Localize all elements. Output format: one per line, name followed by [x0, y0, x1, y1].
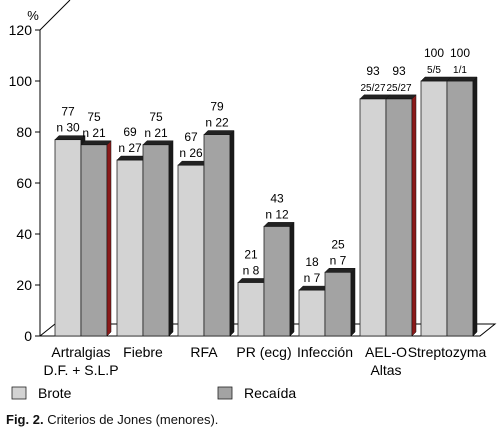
- bar-top: [80, 140, 112, 145]
- bar-brote: [420, 80, 448, 337]
- y-tick-label: 60: [16, 175, 32, 191]
- y-axis-unit: %: [27, 8, 39, 23]
- legend-label-brote: Brote: [38, 385, 72, 401]
- caption-text: Criterios de Jones (menores).: [47, 412, 219, 427]
- y-tick-label: 20: [16, 277, 32, 293]
- bar-n-label: n 12: [265, 207, 289, 221]
- bar-n-label: n 30: [56, 121, 80, 135]
- legend-label-recaida: Recaída: [244, 385, 296, 401]
- legend-swatch-recaida: [217, 386, 233, 400]
- bar-top: [237, 278, 269, 283]
- bar-top: [324, 268, 356, 273]
- bar-value-label: 79: [210, 100, 224, 114]
- category-label: D.F. + S.L.P: [43, 362, 118, 378]
- bar-side: [472, 76, 478, 337]
- bar-brote: [237, 282, 265, 337]
- y-tick-label: 120: [9, 22, 33, 38]
- bar-top: [385, 94, 417, 100]
- category-label: Infección: [297, 344, 353, 360]
- bar-top: [359, 94, 391, 100]
- bar-value-label: 75: [87, 110, 101, 124]
- bar-top: [142, 140, 174, 145]
- bar-recaida: [203, 134, 231, 337]
- bar-value-label: 100: [450, 46, 470, 60]
- bar-n-label: n 7: [330, 253, 347, 267]
- bar-recaida: [263, 225, 291, 337]
- bar-side: [229, 129, 235, 337]
- bar-value-label: 93: [392, 64, 406, 78]
- bar-top: [177, 160, 209, 166]
- bar-side: [168, 140, 174, 337]
- bar-recaida: [80, 144, 108, 337]
- bar-top: [263, 222, 295, 227]
- bar-top: [203, 130, 235, 135]
- bar-value-label: 43: [270, 191, 284, 205]
- bar-n-label: n 8: [243, 263, 260, 277]
- bar-value-label: 69: [123, 125, 137, 139]
- bar-n-label: n 27: [118, 141, 142, 155]
- bar-top: [446, 76, 478, 82]
- bar-recaida: [324, 271, 352, 337]
- bar-value-label: 67: [184, 130, 198, 144]
- bar-n-label: n 26: [179, 146, 203, 160]
- y-tick-label: 0: [24, 328, 32, 344]
- bar-value-label: 77: [61, 105, 75, 119]
- bar-n-label: 25/27: [386, 83, 411, 94]
- bar-value-label: 21: [244, 247, 258, 261]
- category-label: AEL-O: [365, 344, 407, 360]
- bar-recaida: [142, 144, 170, 337]
- bar-value-label: 93: [366, 64, 380, 78]
- category-label: PR (ecg): [236, 344, 291, 360]
- back-wall-edge: [39, 0, 71, 31]
- bar-brote: [359, 98, 387, 337]
- bar-value-label: 100: [424, 46, 444, 60]
- bar-n-label: n 21: [144, 126, 168, 140]
- y-tick-label: 40: [16, 226, 32, 242]
- bar-n-label: n 21: [82, 126, 106, 140]
- bar-side: [106, 140, 112, 337]
- caption-prefix: Fig. 2.: [6, 412, 44, 427]
- bar-value-label: 25: [331, 237, 345, 251]
- bar-value-label: 75: [149, 110, 163, 124]
- bar-side: [289, 221, 295, 337]
- bar-brote: [177, 164, 205, 337]
- bar-brote: [116, 159, 144, 337]
- bar-side: [411, 94, 417, 337]
- category-label: Fiebre: [123, 344, 163, 360]
- category-label: Streptozyma: [408, 344, 487, 360]
- category-label: Artralgias: [51, 344, 110, 360]
- category-label: Altas: [370, 362, 401, 378]
- bar-recaida: [446, 80, 474, 337]
- bar-recaida: [385, 98, 413, 337]
- legend-swatch-brote: [11, 386, 27, 400]
- bar-top: [298, 285, 330, 291]
- bar-n-label: 1/1: [453, 65, 467, 76]
- y-tick-label: 100: [9, 73, 33, 89]
- bar-top: [116, 155, 148, 161]
- category-label: RFA: [190, 344, 218, 360]
- bar-value-label: 18: [305, 255, 319, 269]
- bar-n-label: n 7: [304, 271, 321, 285]
- bar-top: [420, 76, 452, 82]
- bar-n-label: 5/5: [427, 65, 441, 76]
- y-tick-label: 80: [16, 124, 32, 140]
- bar-n-label: 25/27: [360, 83, 385, 94]
- bar-brote: [298, 289, 326, 337]
- bar-side: [350, 267, 356, 337]
- bar-brote: [54, 139, 82, 337]
- figure-caption: Fig. 2. Criterios de Jones (menores).: [6, 412, 218, 427]
- bar-n-label: n 22: [205, 116, 229, 130]
- bar-top: [54, 135, 86, 140]
